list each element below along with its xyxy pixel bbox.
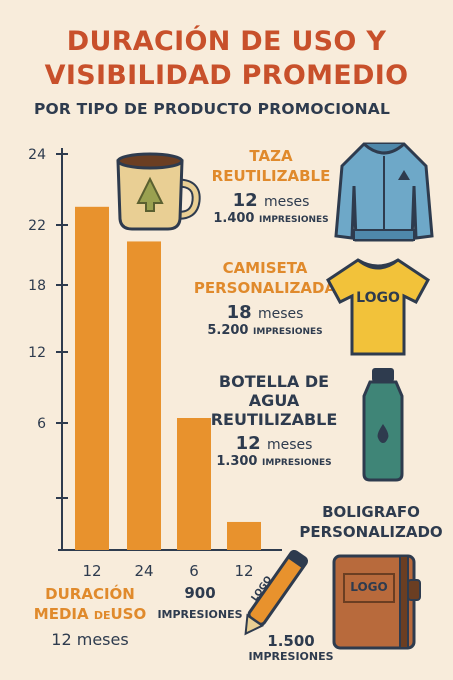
pen-icon: LOGO (232, 544, 312, 648)
product-pen-info: BOLIGRAFO PERSONALIZADO (296, 502, 446, 542)
y-tick-label: 22 (28, 218, 46, 234)
duration-label: DURACIÓN MEDIA DEUSO (33, 585, 147, 623)
notebook-icon: LOGO (330, 552, 422, 652)
water-bottle-icon (362, 368, 404, 482)
footer-impressions: 900 IMPRESIONES (157, 584, 243, 621)
product-months: 12 meses (235, 433, 313, 454)
product-impressions: 1.400 IMPRESIONES (213, 211, 329, 226)
jacket-icon (334, 142, 434, 242)
product-name: BOTELLA DE AGUA REUTILIZABLE (210, 372, 338, 429)
bar-4 (227, 521, 261, 550)
page-title-line-2: VISIBILIDAD PROMEDIO (44, 60, 409, 91)
product-impressions: 5.200 IMPRESIONES (207, 323, 323, 338)
product-name: CAMISETA PERSONALIZADA (193, 259, 337, 297)
page-subtitle: POR TIPO DE PRODUCTO PROMOCIONAL (34, 100, 391, 118)
y-tick-label: 18 (28, 278, 46, 294)
bar-3 (177, 418, 211, 550)
x-tick-label: 6 (189, 562, 199, 580)
product-months: 12 meses (232, 190, 310, 211)
product-tshirt-info: CAMISETA PERSONALIZADA 18 meses 5.200 IM… (190, 258, 340, 338)
y-tick-label: 6 (37, 416, 46, 432)
product-name: TAZA REUTILIZABLE (211, 147, 331, 185)
page-title-line-1: DURACIÓN DE USO Y (66, 26, 387, 57)
notebook-logo-text: LOGO (350, 580, 388, 594)
x-tick-label: 12 (82, 562, 101, 580)
bar-1 (75, 206, 109, 551)
tshirt-logo-text: LOGO (356, 290, 400, 306)
product-months: 18 meses (226, 302, 304, 323)
product-bottle-info: BOTELLA DE AGUA REUTILIZABLE 12 meses 1.… (204, 372, 344, 469)
pen-impressions: 1.500 IMPRESIONES (248, 632, 334, 663)
product-mug-info: TAZA REUTILIZABLE 12 meses 1.400 IMPRESI… (206, 146, 336, 226)
duration-value: 12 meses (51, 630, 129, 649)
tshirt-icon: LOGO (324, 254, 432, 358)
product-name: BOLIGRAFO PERSONALIZADO (299, 503, 443, 541)
y-tick-label: 12 (28, 345, 46, 361)
product-impressions: 1.300 IMPRESIONES (216, 454, 332, 469)
mug-icon (116, 152, 201, 231)
x-tick-label: 24 (134, 562, 153, 580)
bar-2 (127, 241, 161, 550)
y-tick-label: 24 (28, 147, 46, 163)
x-tick-label: 12 (234, 562, 253, 580)
